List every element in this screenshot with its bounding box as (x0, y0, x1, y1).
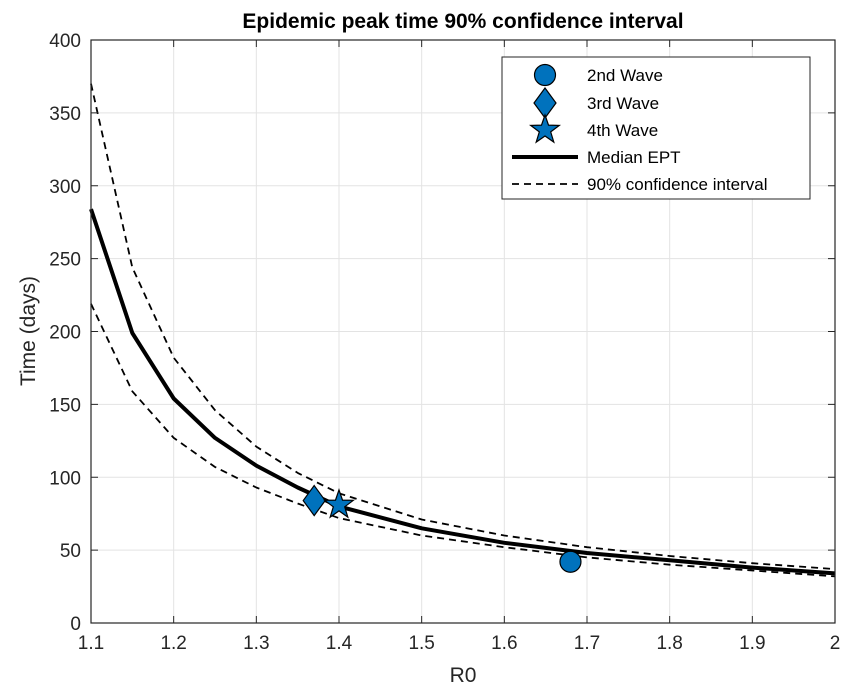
x-tick-label: 1.9 (739, 633, 765, 654)
y-tick-label: 250 (49, 250, 81, 271)
legend-symbol-2nd-wave (533, 63, 557, 87)
legend-symbols (512, 63, 578, 185)
x-tick-label: 1.8 (656, 633, 682, 654)
x-tick-label: 2 (830, 633, 841, 654)
y-tick-label: 400 (49, 31, 81, 52)
y-tick-label: 100 (49, 468, 81, 489)
y-tick-label: 150 (49, 395, 81, 416)
axis-ticks: 1.1 1.2 1.3 1.4 1.5 1.6 1.7 1.8 1.9 2 0 50 100 150 200… (49, 31, 840, 654)
x-tick-label: 1.1 (78, 633, 104, 654)
legend-symbol-4th-wave (528, 113, 562, 144)
legend-label-3rd-wave: 3rd Wave (587, 94, 659, 113)
wave-markers (302, 484, 582, 573)
x-tick-label: 1.4 (326, 633, 353, 654)
legend-label-2nd-wave: 2nd Wave (587, 66, 663, 85)
y-axis-label: Time (days) (17, 276, 40, 386)
x-tick-label: 1.5 (408, 633, 434, 654)
y-tick-label: 0 (70, 614, 81, 635)
marker-2nd-wave (559, 550, 582, 573)
legend: 2nd Wave 3rd Wave 4th Wave Median EPT 90… (501, 56, 811, 200)
x-tick-label: 1.2 (160, 633, 186, 654)
marker-3rd-wave (302, 484, 326, 517)
legend-label-median: Median EPT (587, 148, 681, 167)
marker-4th-wave (322, 488, 356, 519)
legend-label-ci: 90% confidence interval (587, 175, 768, 194)
x-tick-label: 1.7 (574, 633, 600, 654)
x-tick-label: 1.6 (491, 633, 517, 654)
y-tick-label: 50 (60, 541, 81, 562)
x-tick-label: 1.3 (243, 633, 269, 654)
y-tick-label: 200 (49, 323, 81, 344)
x-axis-label: R0 (450, 664, 477, 687)
legend-label-4th-wave: 4th Wave (587, 121, 658, 140)
y-tick-label: 350 (49, 104, 81, 125)
chart-title: Epidemic peak time 90% confidence interv… (242, 10, 683, 33)
y-tick-label: 300 (49, 177, 81, 198)
ci-lower-line (90, 303, 836, 578)
